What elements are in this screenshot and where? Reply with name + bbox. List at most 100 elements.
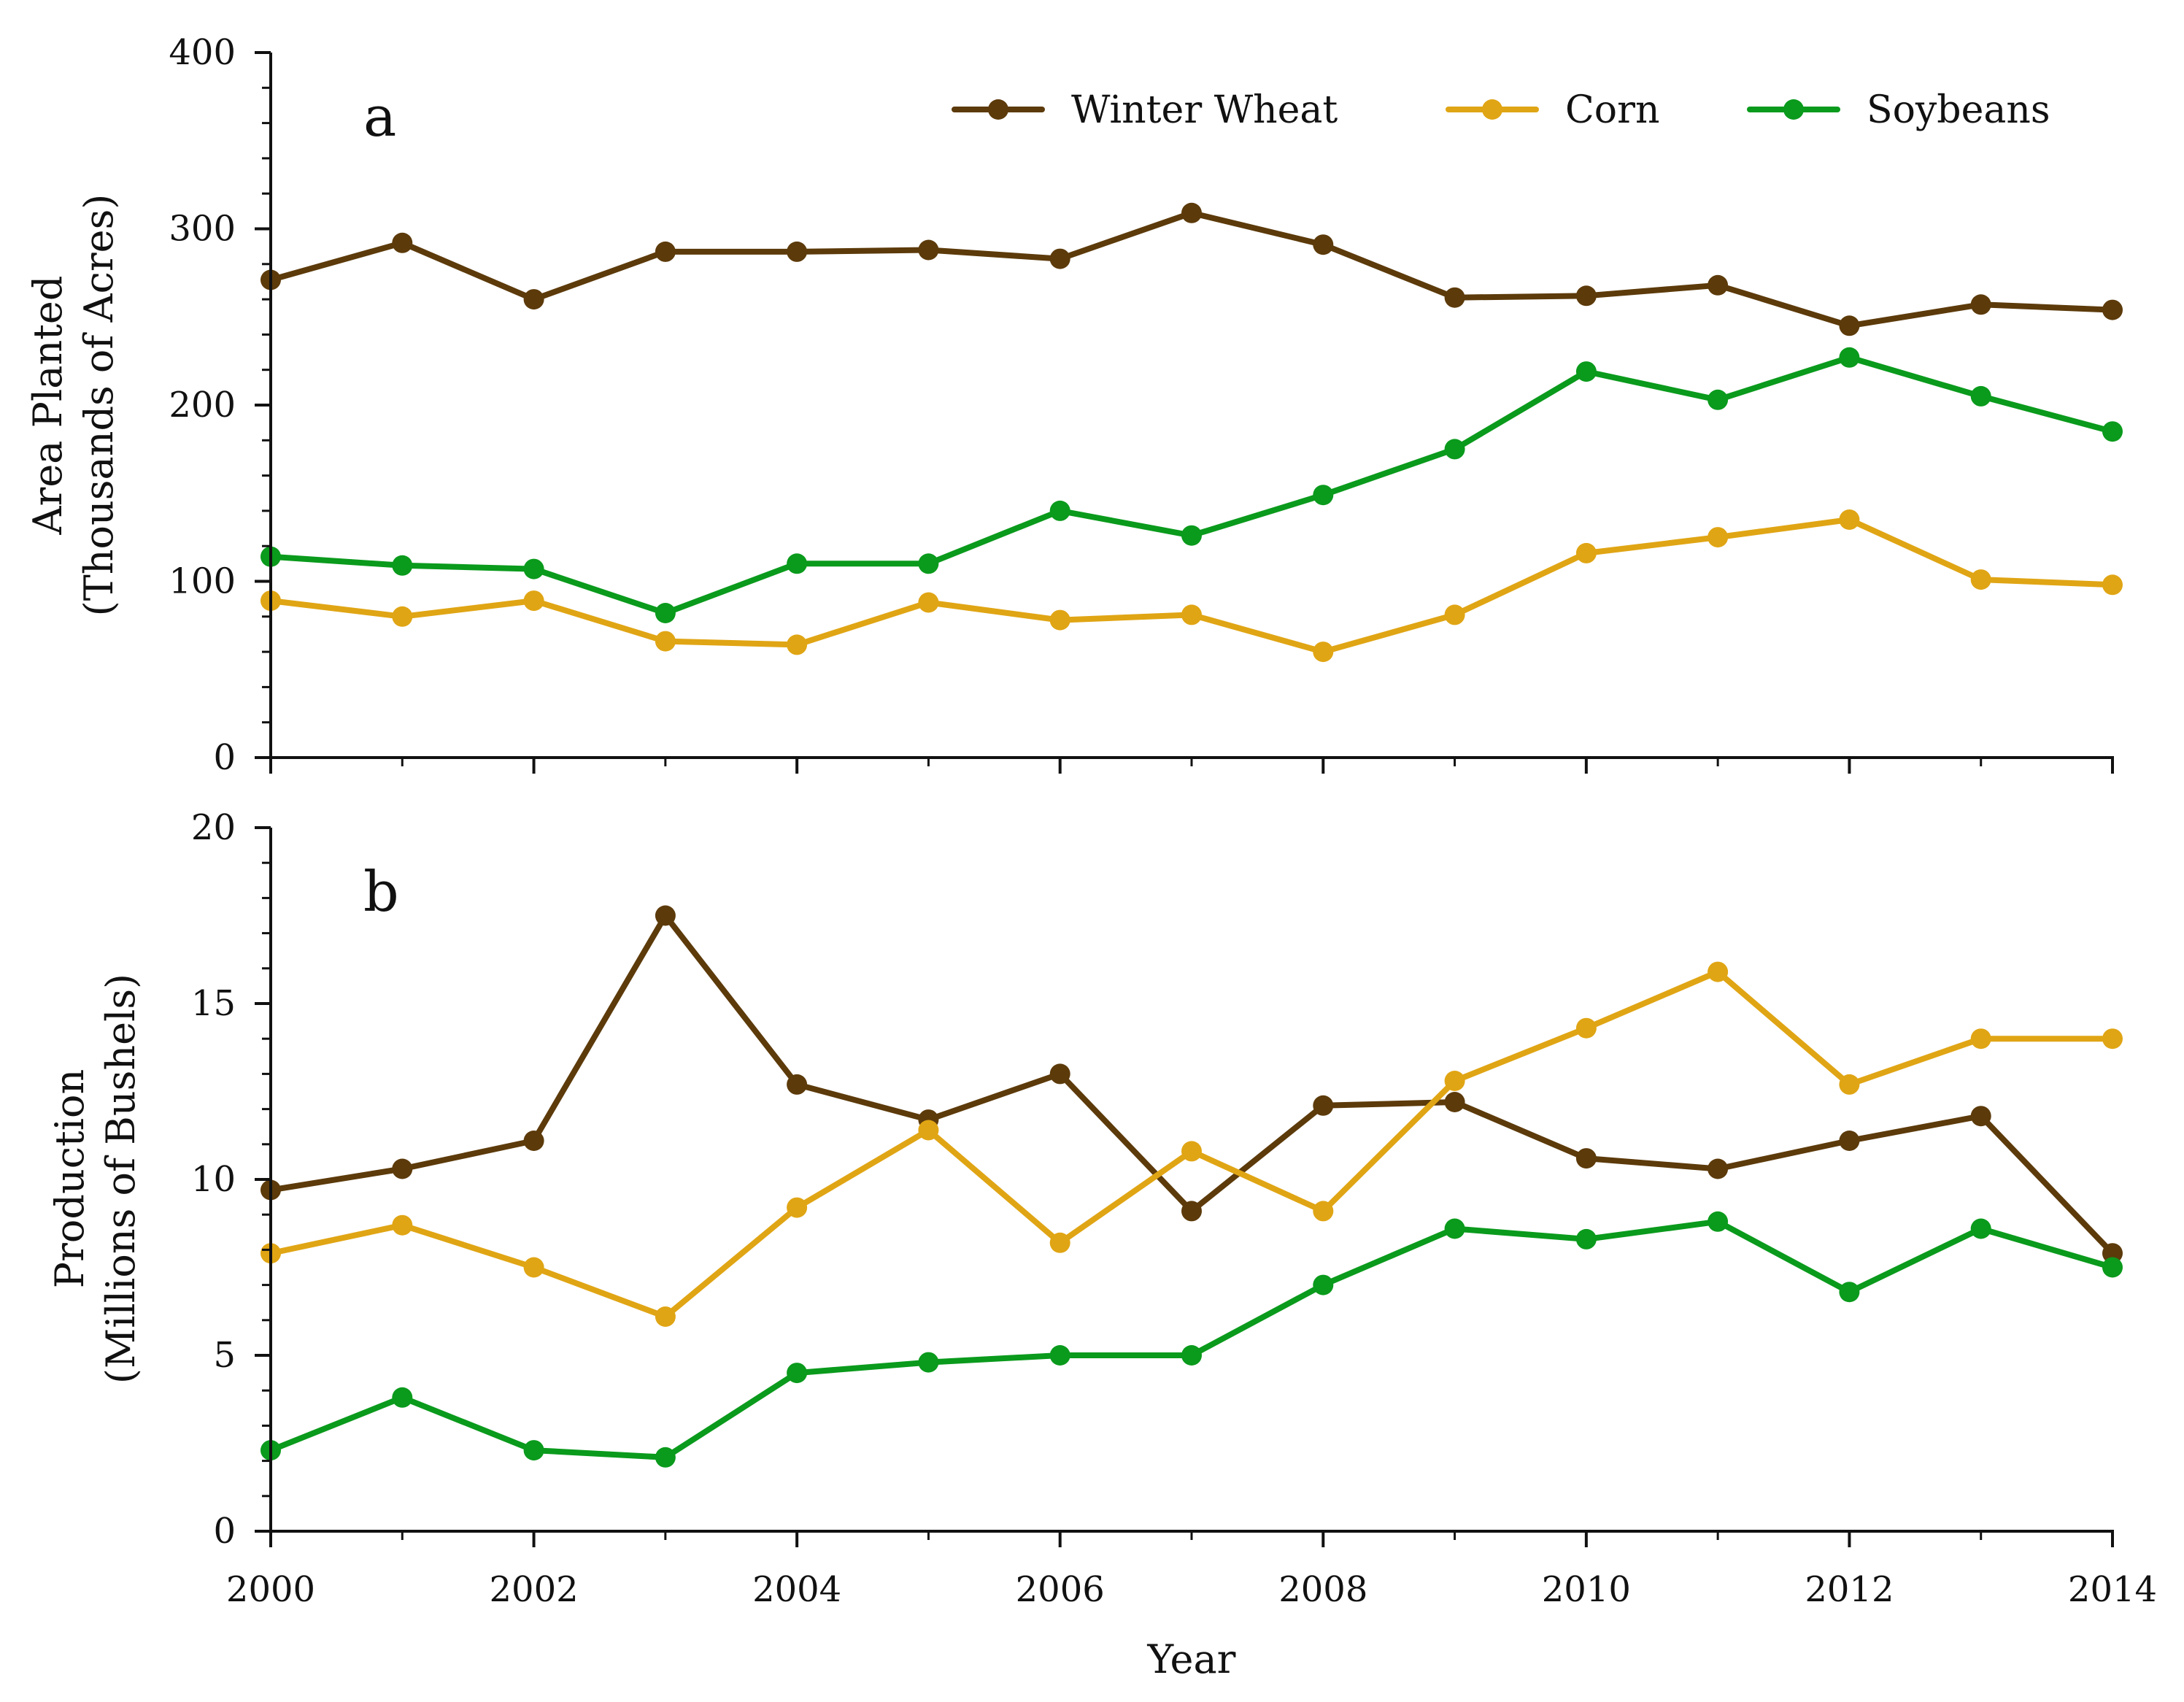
panel-a-winter-wheat-point <box>1839 315 1860 336</box>
panel-a-corn-point <box>1181 604 1202 625</box>
panel-a-y-tick-label: 300 <box>169 209 236 250</box>
x-tick-label: 2002 <box>489 1569 578 1610</box>
panel-a-corn-point <box>1049 609 1070 631</box>
panel-b-corn-point <box>1839 1074 1860 1095</box>
legend-label: Winter Wheat <box>1071 88 1338 132</box>
panel-a-series <box>261 202 2123 663</box>
panel-b-winter-wheat-point <box>1970 1106 1991 1127</box>
x-tick-label: 2004 <box>752 1569 841 1610</box>
panel-b-corn-point <box>1313 1201 1334 1222</box>
panel-b-winter-wheat-point <box>392 1158 413 1179</box>
panel-b-winter-wheat-point <box>1181 1201 1202 1222</box>
panel-b-soybeans-point <box>1181 1345 1202 1366</box>
panel-b-winter-wheat-point <box>1708 1158 1729 1179</box>
panel-a-soybeans-point <box>787 553 808 574</box>
panel-b-soybeans-point <box>523 1440 544 1461</box>
panel-b-production: 0 5 10 15 20 2000 2002 2004 2006 2008 2010 2012 2014… <box>47 807 2157 1682</box>
panel-b-soybeans-point <box>787 1363 808 1384</box>
panel-b-soybeans-point <box>1313 1274 1334 1295</box>
legend: Winter Wheat Corn Soybeans <box>952 88 2050 132</box>
panel-b-y-tick-label: 5 <box>213 1335 236 1376</box>
panel-b-soybeans-point <box>1444 1218 1465 1239</box>
panel-a-ylabel-line2: (Thousands of Acres) <box>76 194 122 617</box>
panel-a-area-planted: 0 100 200 300 400 a Area Planted (Thousands … <box>25 32 2123 778</box>
x-tick-label: 2012 <box>1805 1569 1894 1610</box>
panel-a-winter-wheat-point <box>1313 234 1334 255</box>
panel-b-winter-wheat-point <box>2102 1243 2123 1264</box>
panel-a-soybeans-point <box>918 553 939 574</box>
panel-a-winter-wheat-point <box>392 232 413 253</box>
panel-b-y-tick-label: 0 <box>213 1511 236 1552</box>
legend-swatch-marker <box>1783 99 1804 120</box>
panel-a-corn-point <box>392 606 413 627</box>
panel-a-y-tick-label: 100 <box>169 561 236 602</box>
panel-a-corn-point <box>787 634 808 655</box>
panel-b-soybeans-point <box>1575 1228 1597 1249</box>
panel-b-y-tick-label: 10 <box>191 1159 236 1200</box>
legend-label: Soybeans <box>1867 88 2050 132</box>
panel-a-soybeans-point <box>1049 500 1070 521</box>
legend-swatch-marker <box>1482 99 1502 120</box>
panel-a-soybeans-point <box>523 558 544 579</box>
panel-a-y-tick-label: 0 <box>213 737 236 778</box>
panel-b-corn-point <box>392 1214 413 1236</box>
x-tick-label: 2006 <box>1016 1569 1105 1610</box>
panel-b-soybeans-point <box>1708 1211 1729 1232</box>
panel-a-soybeans-point <box>1708 389 1729 410</box>
panel-b-corn-point <box>1575 1017 1597 1039</box>
panel-a-letter: a <box>363 84 396 149</box>
panel-b-corn-point <box>1444 1071 1465 1091</box>
panel-a-soybeans-point <box>655 603 676 623</box>
panel-a-winter-wheat-point <box>1181 202 1202 223</box>
panel-a-corn-point <box>655 631 676 652</box>
panel-b-corn-point <box>523 1257 544 1278</box>
panel-b-winter-wheat-point <box>1575 1148 1597 1169</box>
panel-b-corn-point <box>655 1306 676 1327</box>
panel-b-corn-point <box>1708 961 1729 982</box>
panel-b-corn-point <box>1970 1028 1991 1050</box>
panel-b-series <box>261 905 2123 1468</box>
panel-b-axes: 0 5 10 15 20 2000 2002 2004 2006 2008 2010 2012 2014 <box>191 807 2157 1610</box>
panel-b-winter-wheat-point <box>1839 1131 1860 1151</box>
panel-a-winter-wheat-point <box>1049 248 1070 269</box>
panel-b-soybeans-point <box>918 1352 939 1373</box>
x-tick-label: 2000 <box>226 1569 315 1610</box>
panel-a-soybeans-line <box>268 354 2115 616</box>
panel-a-soybeans-point <box>1313 485 1334 506</box>
panel-a-y-tick-label: 400 <box>169 32 236 73</box>
panel-a-winter-wheat-line <box>268 209 2115 329</box>
legend-item-corn: Corn <box>1446 88 1659 132</box>
panel-a-winter-wheat-point <box>655 241 676 262</box>
panel-b-y-tick-label: 15 <box>191 983 236 1024</box>
panel-a-winter-wheat-point <box>1575 285 1597 307</box>
x-tick-label: 2014 <box>2068 1569 2157 1610</box>
panel-a-soybeans-point <box>1181 525 1202 546</box>
panel-b-corn-point <box>1049 1232 1070 1253</box>
panel-b-corn-point <box>787 1197 808 1218</box>
panel-b-soybeans-point <box>655 1447 676 1468</box>
panel-a-winter-wheat-point <box>523 289 544 310</box>
panel-a-y-tick-label: 200 <box>169 385 236 426</box>
panel-b-ylabel-line2: (Millions of Bushels) <box>98 974 144 1384</box>
panel-b-ylabel-line1: Production <box>47 1069 93 1289</box>
panel-a-soybeans-point <box>392 555 413 576</box>
legend-item-soybeans: Soybeans <box>1747 88 2050 132</box>
panel-a-winter-wheat-point <box>918 239 939 261</box>
panel-a-axes: 0 100 200 300 400 <box>169 32 2114 778</box>
panel-b-soybeans-point <box>2102 1257 2123 1278</box>
panel-a-ylabel-line1: Area Planted <box>25 276 71 536</box>
legend-swatch-marker <box>988 99 1008 120</box>
panel-b-corn-point <box>1181 1141 1202 1162</box>
panel-b-y-tick-label: 20 <box>191 807 236 848</box>
panel-b-corn-point <box>2102 1028 2123 1050</box>
panel-a-winter-wheat-point <box>787 241 808 262</box>
panel-a-soybeans-point <box>1839 347 1860 368</box>
panel-b-winter-wheat-point <box>523 1131 544 1151</box>
panel-a-soybeans-point <box>2102 421 2123 442</box>
panel-a-corn-point <box>1444 604 1465 625</box>
panel-b-winter-wheat-point <box>1444 1092 1465 1112</box>
panel-b-soybeans-line <box>268 1218 2115 1460</box>
panel-b-letter: b <box>363 859 399 924</box>
